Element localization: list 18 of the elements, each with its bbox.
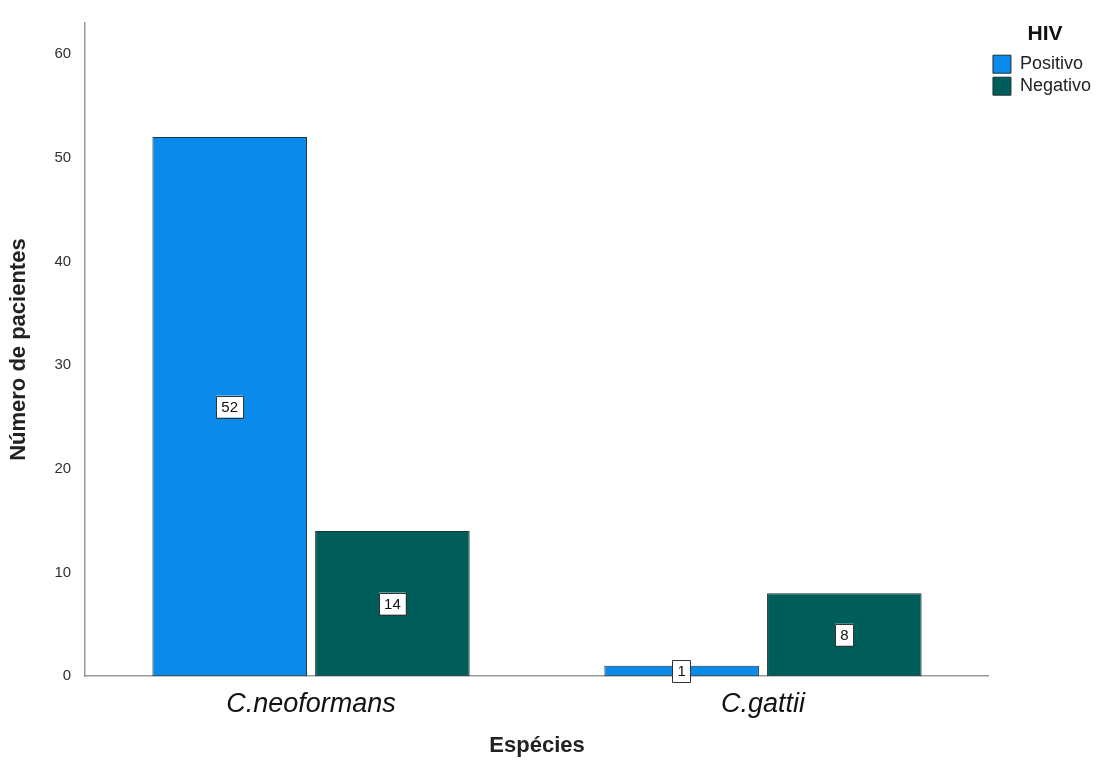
legend-label: Positivo [1019, 53, 1083, 74]
x-tick-label: C.gattii [720, 687, 806, 718]
legend-label: Negativo [1019, 75, 1091, 96]
x-tick-label: C.neoformans [226, 687, 396, 718]
data-label: 14 [384, 594, 401, 612]
legend-title: HIV [1027, 21, 1063, 45]
y-axis-title: Número de pacientes [5, 238, 31, 461]
data-label: 1 [677, 662, 686, 680]
y-tick-label: 10 [54, 562, 72, 580]
data-label: 8 [840, 625, 849, 643]
y-tick-label: 40 [54, 251, 72, 269]
y-tick-label: 50 [54, 147, 72, 165]
y-tick-label: 60 [54, 44, 72, 62]
y-tick-label: 30 [54, 355, 72, 373]
x-axis-title: Espécies [489, 731, 585, 757]
y-tick-label: 0 [62, 666, 72, 684]
y-tick-label: 20 [54, 458, 72, 476]
data-label: 52 [221, 397, 239, 415]
